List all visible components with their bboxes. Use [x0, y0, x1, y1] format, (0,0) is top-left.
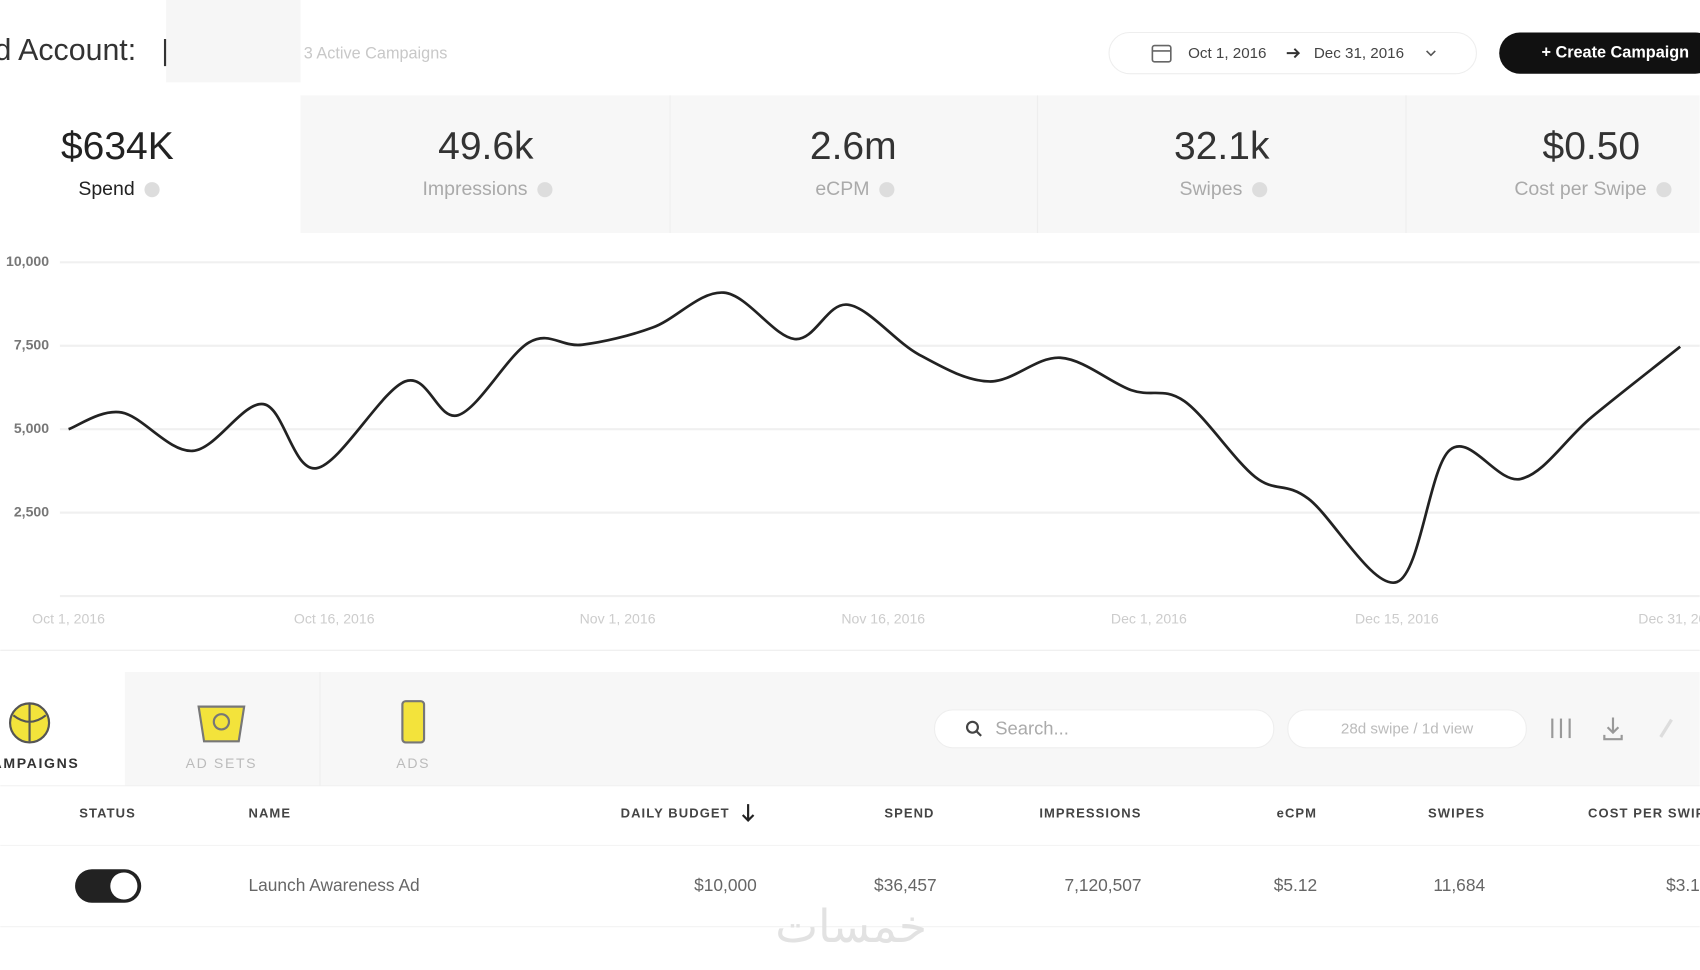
- table-cell: 11,684: [1433, 875, 1485, 895]
- columns-icon[interactable]: [1551, 718, 1571, 739]
- column-header: IMPRESSIONS: [1039, 805, 1141, 820]
- metric-label: Swipes: [1179, 178, 1242, 200]
- info-icon: [144, 182, 160, 198]
- column-header: COST PER SWIPE: [1588, 805, 1700, 820]
- create-button-label[interactable]: + Create Campaign: [1541, 43, 1689, 61]
- x-tick-label: Dec 15, 2016: [1355, 611, 1439, 627]
- spend-line: [68, 291, 1682, 584]
- active-campaigns: 3 Active Campaigns: [304, 44, 448, 62]
- y-tick-label: 5,000: [14, 420, 49, 436]
- edit-icon[interactable]: [1659, 718, 1673, 738]
- search-box[interactable]: [933, 709, 1275, 749]
- ads-icon: [401, 700, 426, 744]
- table-cell: Launch Awareness Ad: [248, 875, 419, 895]
- metric-label: eCPM: [815, 178, 869, 200]
- column-header: STATUS: [79, 805, 136, 820]
- column-header: NAME: [248, 805, 291, 820]
- info-icon: [1656, 182, 1672, 198]
- redacted-box: [166, 0, 301, 83]
- campaigns-icon: [8, 702, 51, 744]
- metric-value: $634K: [61, 125, 174, 168]
- column-header: SPEND: [884, 805, 934, 820]
- table-cell: $5.12: [1274, 875, 1317, 895]
- table-cell: $36,457: [874, 875, 937, 895]
- attribution-label: 28d swipe / 1d view: [1341, 720, 1473, 737]
- metric-label: Impressions: [422, 178, 527, 200]
- metric-value: 49.6k: [438, 125, 534, 168]
- search-icon: [965, 720, 982, 737]
- account-title: Ad Account:: [0, 34, 136, 67]
- arrow-icon: [1286, 48, 1301, 59]
- x-tick-label: Dec 31, 2016: [1638, 611, 1700, 627]
- info-icon: [1252, 182, 1268, 198]
- metric-label: Cost per Swipe: [1514, 178, 1646, 200]
- date-end: Dec 31, 2016: [1314, 45, 1404, 62]
- x-tick-label: Oct 16, 2016: [294, 611, 375, 627]
- y-tick-label: 7,500: [14, 336, 49, 352]
- x-tick-label: Nov 1, 2016: [580, 611, 656, 627]
- sort-arrow[interactable]: [741, 804, 755, 822]
- tab-label[interactable]: AD SETS: [186, 755, 258, 771]
- download-icon[interactable]: [1603, 717, 1623, 741]
- info-icon: [879, 182, 895, 198]
- watermark: خمسات: [775, 901, 927, 952]
- y-tick-label: 2,500: [14, 503, 49, 519]
- metric-value: $0.50: [1543, 125, 1641, 168]
- attribution-pill[interactable]: [1287, 709, 1527, 749]
- metric-label: Spend: [78, 178, 134, 200]
- table-cell: $3.12: [1666, 875, 1700, 895]
- metrics-bg: [300, 95, 1700, 234]
- column-header: DAILY BUDGET: [621, 805, 730, 820]
- column-header: SWIPES: [1428, 805, 1485, 820]
- table-cell: $10,000: [694, 875, 757, 895]
- status-toggle[interactable]: [75, 869, 142, 903]
- adsets-icon: [197, 705, 246, 743]
- metric-value: 32.1k: [1174, 125, 1270, 168]
- tab-label[interactable]: CAMPAIGNS: [0, 755, 79, 771]
- date-start: Oct 1, 2016: [1188, 45, 1266, 62]
- chevron-icon: [1426, 50, 1436, 57]
- info-icon: [537, 182, 553, 198]
- x-tick-label: Dec 1, 2016: [1111, 611, 1187, 627]
- calendar-icon: [1151, 44, 1172, 63]
- create-button[interactable]: [1499, 32, 1700, 74]
- search-placeholder: Search...: [995, 717, 1069, 738]
- metric-value: 2.6m: [810, 125, 897, 168]
- x-tick-label: Oct 1, 2016: [32, 611, 105, 627]
- tab-label[interactable]: ADS: [396, 755, 430, 771]
- y-tick-label: 10,000: [6, 253, 49, 269]
- table-cell: 7,120,507: [1064, 875, 1141, 895]
- column-header: eCPM: [1277, 805, 1317, 820]
- x-tick-label: Nov 16, 2016: [841, 611, 925, 627]
